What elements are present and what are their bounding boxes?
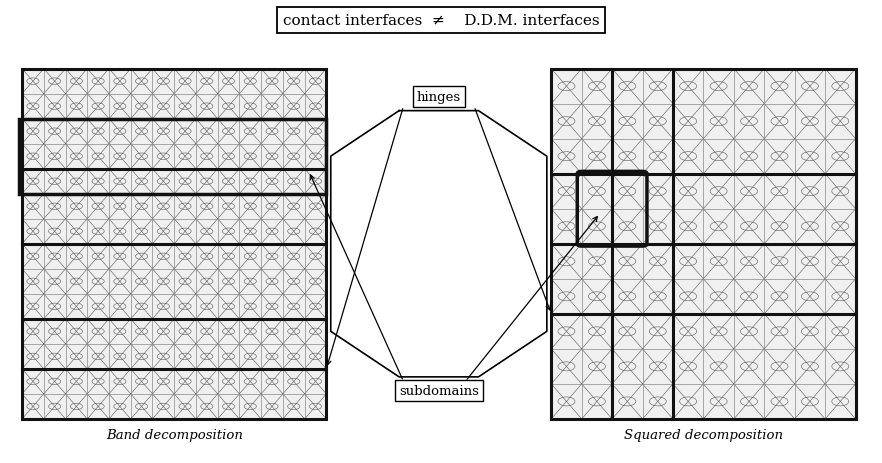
Text: contact interfaces  ≠    D.D.M. interfaces: contact interfaces ≠ D.D.M. interfaces (283, 14, 599, 28)
Bar (22, 69, 326, 419)
Text: Squared decomposition: Squared decomposition (624, 428, 783, 441)
Text: subdomains: subdomains (399, 384, 479, 397)
Text: hinges: hinges (416, 91, 461, 104)
Bar (19, 119, 326, 194)
Bar (22, 69, 326, 419)
Bar (551, 69, 856, 419)
Bar (551, 69, 856, 419)
Text: Band decomposition: Band decomposition (106, 428, 243, 441)
